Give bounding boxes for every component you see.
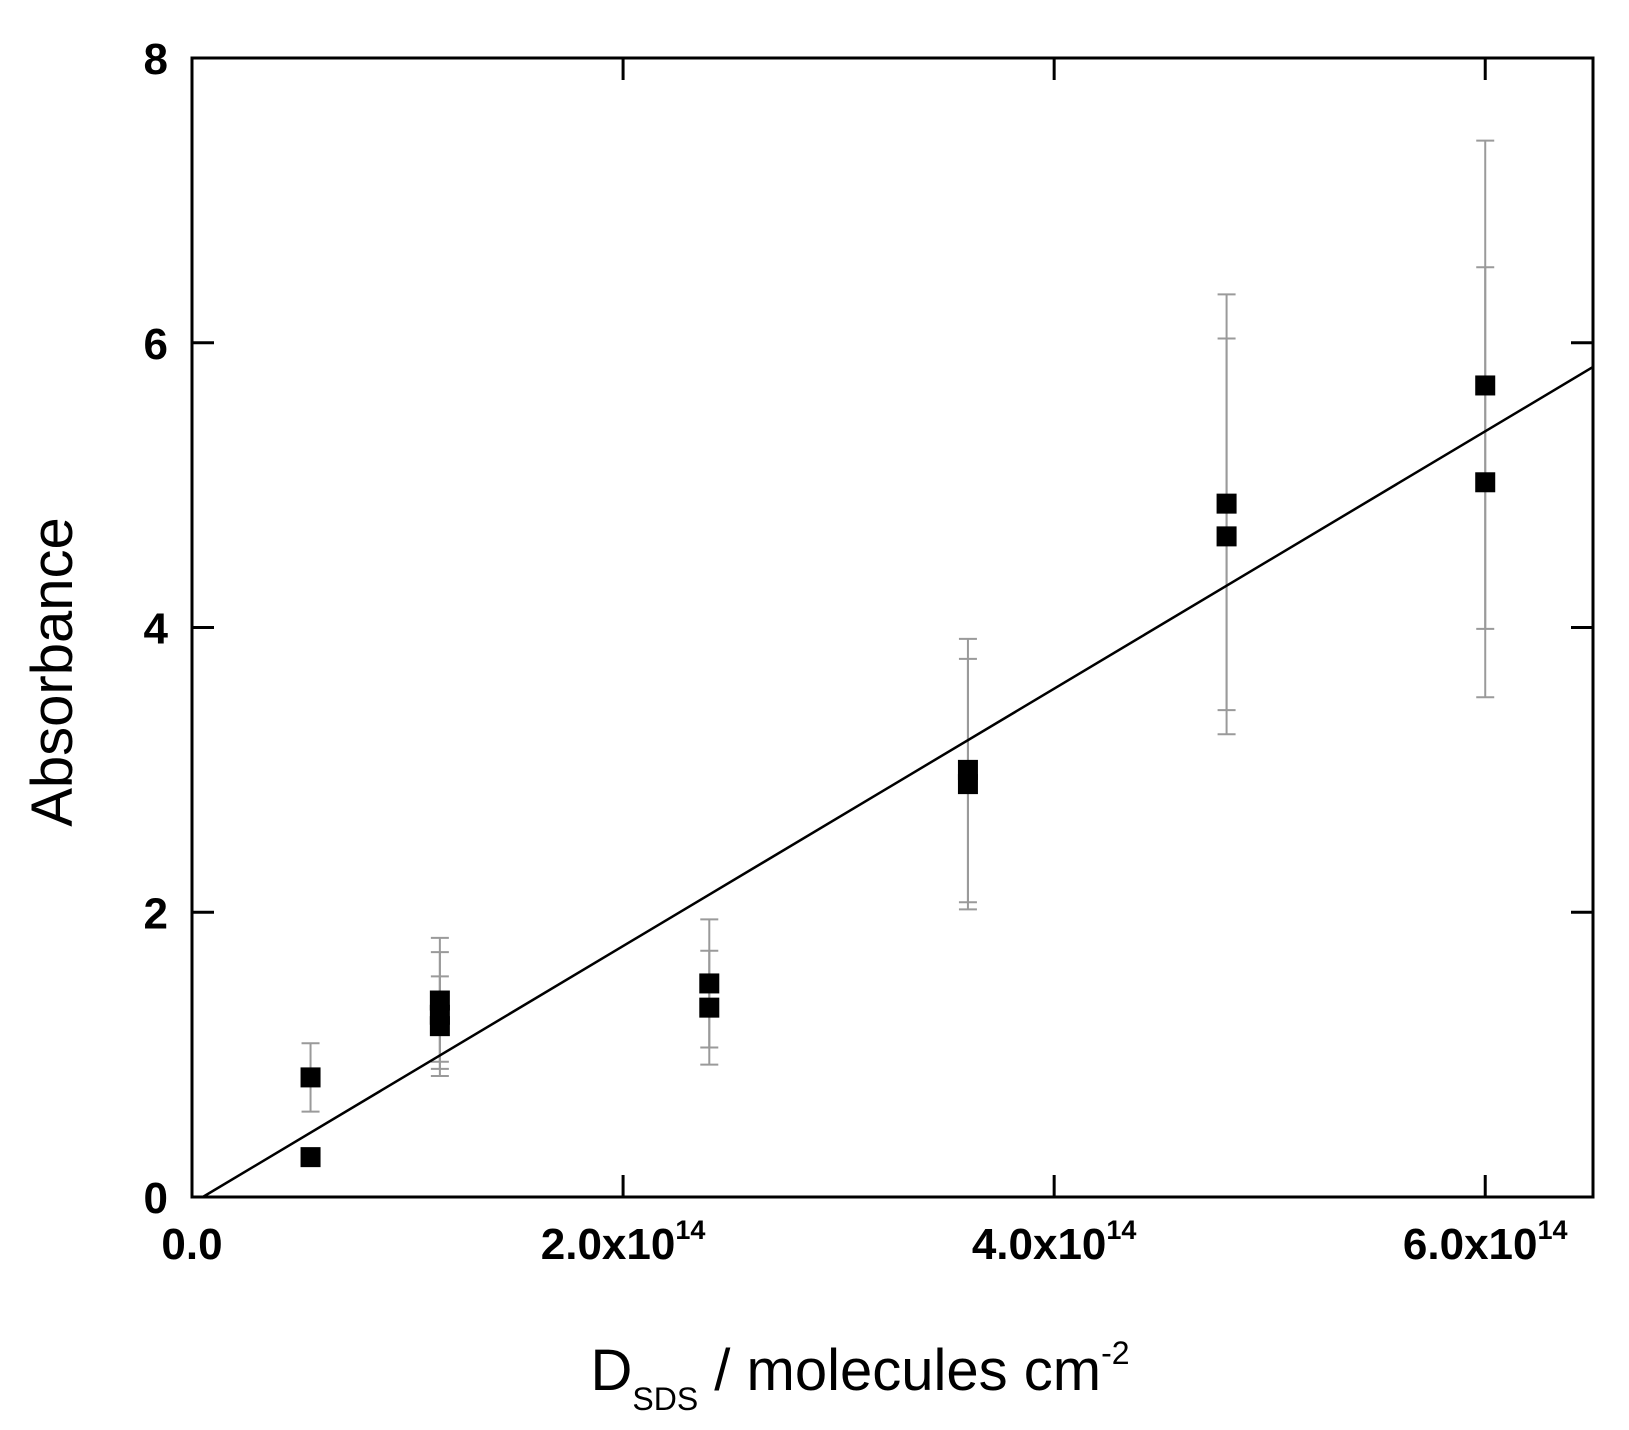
y-tick-label: 2 bbox=[144, 889, 168, 938]
x-tick-label: 6.0x1014 bbox=[1403, 1215, 1568, 1269]
data-point bbox=[1475, 375, 1496, 396]
data-point bbox=[1216, 493, 1237, 514]
plot-area bbox=[202, 139, 1594, 1199]
data-point bbox=[699, 997, 720, 1018]
x-tick-label-exponent: 14 bbox=[675, 1215, 705, 1245]
data-point bbox=[300, 1147, 321, 1168]
x-tick-label-base: 4.0x10 bbox=[972, 1220, 1107, 1269]
x-tick-label-base: 6.0x10 bbox=[1403, 1220, 1538, 1269]
fit-line bbox=[202, 365, 1594, 1199]
x-tick-label: 0.0 bbox=[161, 1220, 222, 1269]
y-tick-label: 8 bbox=[144, 35, 168, 84]
x-tick-label-exponent: 14 bbox=[1537, 1215, 1567, 1245]
x-axis-title-main: D bbox=[590, 1338, 632, 1403]
y-tick-label: 4 bbox=[144, 605, 169, 654]
x-axis-title-superscript: -2 bbox=[1101, 1335, 1129, 1371]
x-axis-title: DSDS / molecules cm-2 bbox=[590, 1335, 1129, 1417]
data-point bbox=[1475, 472, 1496, 493]
data-point bbox=[1216, 526, 1237, 547]
x-tick-label: 2.0x1014 bbox=[541, 1215, 706, 1269]
x-tick-label-exponent: 14 bbox=[1106, 1215, 1136, 1245]
y-tick-label: 0 bbox=[144, 1174, 168, 1223]
x-tick-label-base: 2.0x10 bbox=[541, 1220, 676, 1269]
plot-frame bbox=[190, 56, 1595, 1199]
x-axis-title-subscript: SDS bbox=[632, 1381, 698, 1417]
x-tick-label: 4.0x1014 bbox=[972, 1215, 1137, 1269]
data-point bbox=[300, 1067, 321, 1088]
x-axis-title-rest: / molecules cm bbox=[698, 1338, 1101, 1403]
x-tick-label-base: 0.0 bbox=[161, 1220, 222, 1269]
y-tick-label: 6 bbox=[144, 320, 168, 369]
data-point bbox=[699, 973, 720, 994]
y-axis-title: Absorbance bbox=[20, 517, 85, 827]
data-point bbox=[429, 1016, 450, 1037]
data-point bbox=[957, 774, 978, 795]
